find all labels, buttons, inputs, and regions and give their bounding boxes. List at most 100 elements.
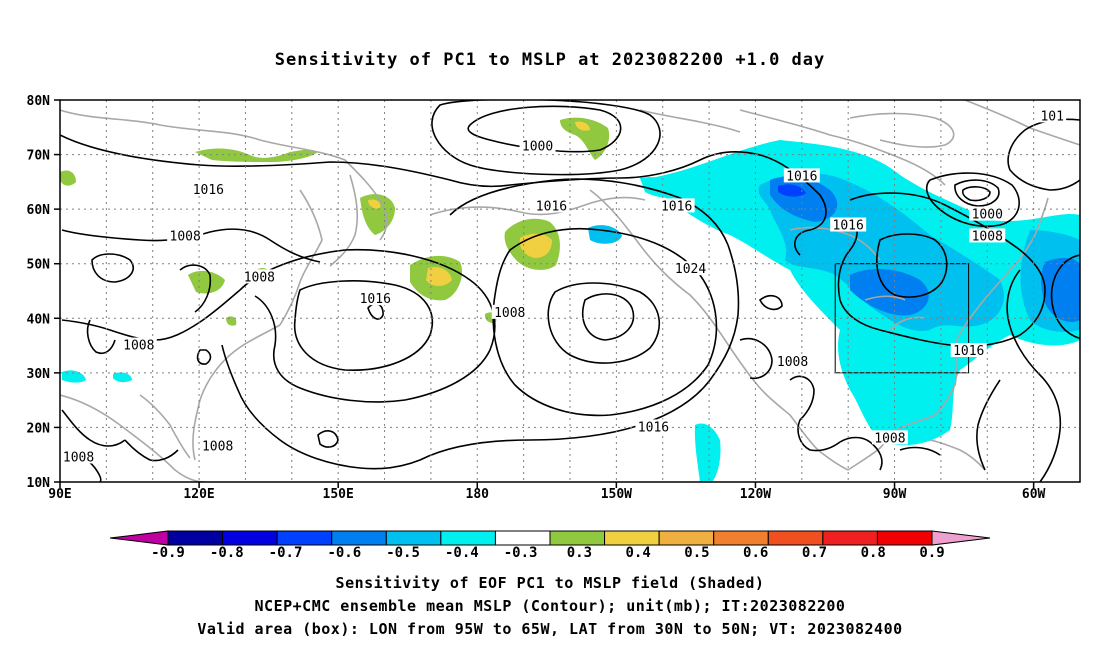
positive-shading-region [575,121,590,131]
contour-label: 1008 [63,450,94,465]
contour-label-bg [120,337,157,352]
colorbar-label: -0.9 [151,545,185,561]
positive-shading-region [560,117,610,160]
map-frame [59,99,1081,483]
positive-shading-region [60,170,76,186]
negative-shading-region [113,372,132,383]
contour-labels: 1000 1016 1016 1016 1016 1016 1008 1008 1016 1008… [60,108,1067,465]
colorbar-swatch [385,530,442,546]
contour-label-bg [199,438,236,453]
contour-label: 1016 [661,199,692,214]
contour-label-bg [830,217,867,232]
colorbar-label: -0.3 [504,545,538,561]
latitude-label: 30N [27,367,51,382]
contour-label-bg [871,430,908,445]
colorbar-label: -0.4 [445,545,479,561]
negative-shading-region [588,225,622,244]
contour-label-bg [635,419,672,434]
contour-label-bg [774,353,811,368]
contour-label-bg [950,343,987,358]
caption-shading: Sensitivity of EOF PC1 to MSLP field (Sh… [335,574,765,592]
contour-label-bg [167,228,204,243]
contour-label-bg [357,291,394,306]
negative-shading-region [62,370,86,383]
latitude-label: 80N [27,94,51,109]
longitude-label: 120W [740,487,771,502]
contour-label-bg [241,269,278,284]
colorbar-swatch [440,530,496,546]
colorbar-label: 0.4 [626,545,651,561]
caption-contour: NCEP+CMC ensemble mean MSLP (Contour); u… [254,597,846,615]
colorbar-label: 0.7 [802,545,827,561]
colorbar: -0.9 -0.8 -0.7 -0.6 -0.5 -0.4 -0.3 0.3 0.4 0.5 0.6… [109,530,991,561]
contour-label-bg [969,228,1006,243]
colorbar-swatch [549,530,606,546]
contour-label: 1000 [522,139,553,154]
latitude-label: 40N [27,312,51,327]
contour-label-bg [519,138,556,153]
contour-label: 1008 [170,229,201,244]
contour-label-bg [60,449,97,464]
contour-label: 1016 [536,199,567,214]
contour-label-bg [491,304,528,319]
colorbar-label: 0.8 [861,545,886,561]
colorbar-swatch [276,530,333,546]
contour-label: 1016 [786,169,817,184]
chart-title: Sensitivity of PC1 to MSLP at 2023082200… [274,50,826,70]
mslp-contours [60,100,1080,482]
colorbar-swatch [222,530,278,546]
contour-label: 1024 [675,262,706,277]
contour-label-bg [533,198,570,213]
positive-shading-region [188,270,225,294]
caption-valid-area: Valid area (box): LON from 95W to 65W, L… [197,620,903,638]
colorbar-label: -0.8 [210,545,244,561]
contour-label: 1008 [972,229,1003,244]
contour-label: 1008 [244,270,275,285]
contour-label: 1000 [972,208,1003,223]
longitude-label: 120E [183,487,214,502]
longitude-label: 150E [323,487,354,502]
latitude-labels: 80N 70N 60N 50N 40N 30N 20N 10N [27,94,60,491]
contour-label: 1016 [638,420,669,435]
positive-shading-region [360,194,395,235]
latitude-label: 60N [27,203,51,218]
positive-shading-region [195,148,318,162]
latitude-label: 20N [27,421,51,436]
colorbar-arrow-right [931,530,991,546]
gridlines [60,100,1080,482]
latitude-label: 50N [27,258,51,273]
longitude-label: 90E [48,487,71,502]
longitude-label: 180 [466,487,490,502]
negative-shading-region [640,177,690,198]
contour-label: 1016 [953,344,984,359]
colorbar-label: -0.5 [386,545,420,561]
colorbar-label: 0.6 [743,545,768,561]
positive-shading-region [426,267,452,286]
colorbar-swatch [713,530,769,546]
longitude-label: 150W [601,487,632,502]
contour-label: 1016 [193,183,224,198]
colorbar-swatch [167,530,224,546]
colorbar-swatch [822,530,878,546]
contour-label: 1008 [494,306,525,321]
negative-shading-region [694,423,721,482]
contour-label: 1016 [360,292,391,307]
colorbar-swatch [604,530,660,546]
colorbar-swatch [331,530,387,546]
positive-shading-region [368,199,381,209]
colorbar-label: 0.5 [684,545,709,561]
colorbar-swatch [767,530,824,546]
contour-label-bg [672,261,709,276]
contour-label-bg [190,182,227,197]
latitude-label: 70N [27,149,51,164]
negative-shading-region [1041,258,1080,322]
colorbar-arrow-left [109,530,169,546]
contour-label-bg [1038,108,1067,123]
negative-shading-region [778,184,806,197]
colorbar-swatch [494,530,551,546]
colorbar-label: 0.9 [919,545,944,561]
contour-label: 1008 [202,440,233,455]
colorbar-label: 0.3 [567,545,592,561]
contour-label: 1008 [777,355,808,370]
